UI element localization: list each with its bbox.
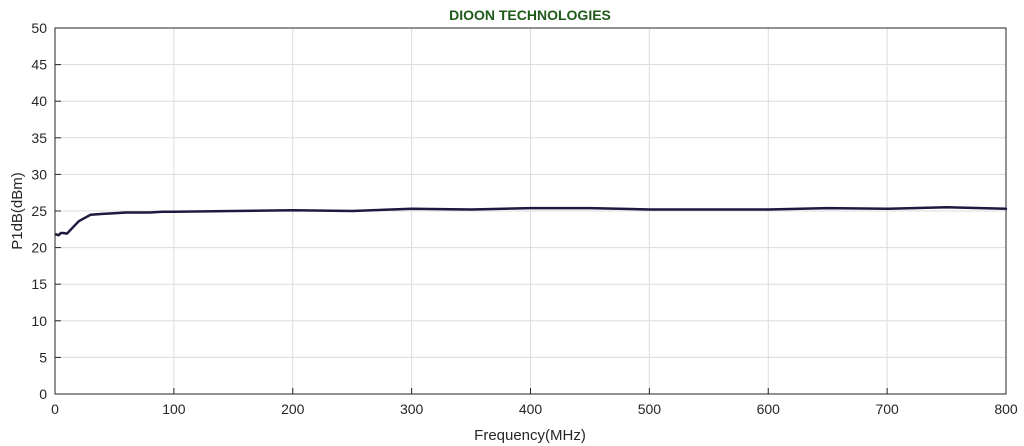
- x-tick-label: 200: [281, 401, 305, 417]
- chart-title: DIOON TECHNOLOGIES: [449, 7, 611, 23]
- y-tick-label: 50: [31, 20, 47, 36]
- data-point: [161, 210, 163, 213]
- data-point: [60, 232, 62, 234]
- data-point: [945, 206, 948, 209]
- x-tick-label: 0: [51, 401, 59, 417]
- y-tick-label: 40: [31, 93, 47, 109]
- x-tick-label: 300: [400, 401, 424, 417]
- series-group: [54, 206, 1008, 237]
- y-tick-label: 5: [39, 349, 47, 365]
- data-point: [1005, 208, 1007, 210]
- x-tick-label: 400: [519, 401, 543, 417]
- axis-ticks: 0 100 200 300 400 500 600 700 800 0 5 10 15 20 25 30 35 4…: [31, 20, 1017, 417]
- y-tick-label: 0: [39, 386, 47, 402]
- data-point: [470, 208, 472, 211]
- data-point: [149, 211, 151, 214]
- data-point: [66, 232, 68, 235]
- y-axis-label: P1dB(dBm): [9, 172, 26, 250]
- data-point: [648, 208, 651, 211]
- data-point: [708, 208, 710, 211]
- x-axis-label: Frequency(MHz): [474, 427, 586, 444]
- y-tick-label: 20: [31, 240, 47, 256]
- data-point: [62, 232, 65, 234]
- data-point: [125, 211, 128, 214]
- x-tick-label: 100: [162, 401, 186, 417]
- data-point: [55, 233, 57, 236]
- data-point: [529, 207, 532, 209]
- data-point: [351, 210, 353, 212]
- y-tick-label: 35: [31, 130, 47, 146]
- x-tick-label: 800: [994, 401, 1018, 417]
- data-point: [886, 208, 888, 210]
- data-point: [410, 208, 413, 210]
- data-point: [173, 210, 175, 213]
- data-point: [589, 207, 591, 209]
- x-tick-label: 600: [757, 401, 781, 417]
- data-point: [77, 220, 80, 223]
- data-point: [57, 234, 60, 236]
- data-point: [767, 208, 770, 211]
- data-point: [101, 213, 104, 215]
- data-point: [89, 213, 92, 216]
- data-point: [291, 209, 294, 212]
- x-tick-label: 700: [875, 401, 899, 417]
- data-point: [826, 207, 829, 209]
- y-tick-label: 15: [31, 276, 47, 292]
- data-point: [113, 212, 116, 214]
- y-tick-label: 25: [31, 203, 47, 219]
- data-point: [232, 210, 235, 212]
- y-tick-label: 30: [31, 166, 47, 182]
- x-tick-label: 500: [638, 401, 662, 417]
- y-tick-label: 45: [31, 57, 47, 73]
- y-tick-label: 10: [31, 313, 47, 329]
